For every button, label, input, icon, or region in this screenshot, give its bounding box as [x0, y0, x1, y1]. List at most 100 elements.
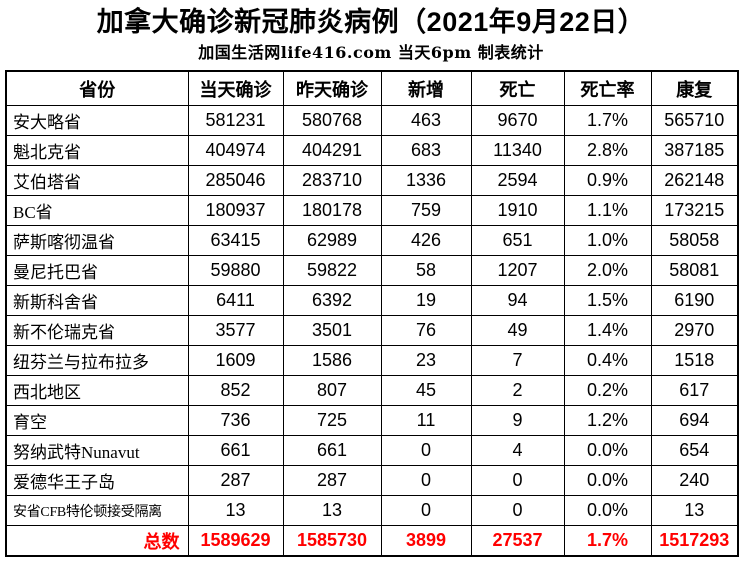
- value-cell: 0: [380, 495, 472, 526]
- value-cell: 2.8%: [563, 135, 652, 166]
- value-cell: 58: [380, 255, 472, 286]
- value-cell: 11: [380, 405, 472, 436]
- value-cell: 23: [380, 345, 472, 376]
- column-header: 新增: [380, 70, 472, 106]
- value-cell: 283710: [282, 165, 382, 196]
- value-cell: 9: [470, 405, 565, 436]
- value-cell: 6190: [650, 285, 739, 316]
- column-header: 死亡: [470, 70, 565, 106]
- value-cell: 1.1%: [563, 195, 652, 226]
- table-row: 努纳武特Nunavut 661 661 0 4 0.0% 654: [5, 435, 739, 466]
- value-cell: 654: [650, 435, 739, 466]
- province-cell: 新斯科舍省: [5, 285, 189, 316]
- value-cell: 0: [470, 465, 565, 496]
- value-cell: 0.0%: [563, 465, 652, 496]
- table-row: 育空 736 725 11 9 1.2% 694: [5, 405, 739, 436]
- value-cell: 13: [650, 495, 739, 526]
- value-cell: 0.2%: [563, 375, 652, 406]
- province-cell: 努纳武特Nunavut: [5, 435, 189, 466]
- value-cell: 387185: [650, 135, 739, 166]
- value-cell: 1518: [650, 345, 739, 376]
- table-body: 安大略省 581231 580768 463 9670 1.7% 565710 魁北克省 404…: [5, 105, 739, 557]
- province-cell: 安大略省: [5, 105, 189, 136]
- value-cell: 62989: [282, 225, 382, 256]
- value-cell: 661: [187, 435, 284, 466]
- totals-value-cell: 27537: [470, 525, 565, 557]
- value-cell: 565710: [650, 105, 739, 136]
- value-cell: 49: [470, 315, 565, 346]
- value-cell: 287: [282, 465, 382, 496]
- value-cell: 2970: [650, 315, 739, 346]
- value-cell: 426: [380, 225, 472, 256]
- table-row: 安省CFB特伦顿接受隔离 13 13 0 0 0.0% 13: [5, 495, 739, 526]
- value-cell: 94: [470, 285, 565, 316]
- value-cell: 3501: [282, 315, 382, 346]
- province-cell: 纽芬兰与拉布拉多: [5, 345, 189, 376]
- province-cell: 西北地区: [5, 375, 189, 406]
- value-cell: 1.4%: [563, 315, 652, 346]
- value-cell: 1586: [282, 345, 382, 376]
- table-row: 萨斯喀彻温省 63415 62989 426 651 1.0% 58058: [5, 225, 739, 256]
- value-cell: 1207: [470, 255, 565, 286]
- value-cell: 287: [187, 465, 284, 496]
- column-header: 康复: [650, 70, 739, 106]
- table-row: 艾伯塔省 285046 283710 1336 2594 0.9% 262148: [5, 165, 739, 196]
- province-cell: 爱德华王子岛: [5, 465, 189, 496]
- value-cell: 0: [380, 435, 472, 466]
- value-cell: 9670: [470, 105, 565, 136]
- totals-value-cell: 3899: [380, 525, 472, 557]
- province-cell: 魁北克省: [5, 135, 189, 166]
- value-cell: 617: [650, 375, 739, 406]
- value-cell: 1609: [187, 345, 284, 376]
- value-cell: 4: [470, 435, 565, 466]
- table-header-row: 省份 当天确诊 昨天确诊 新增 死亡 死亡率 康复: [5, 70, 739, 106]
- value-cell: 6411: [187, 285, 284, 316]
- value-cell: 7: [470, 345, 565, 376]
- province-cell: 新不伦瑞克省: [5, 315, 189, 346]
- value-cell: 2: [470, 375, 565, 406]
- province-cell: 安省CFB特伦顿接受隔离: [5, 495, 189, 526]
- column-header: 死亡率: [563, 70, 652, 106]
- totals-label: 总数: [5, 525, 189, 557]
- value-cell: 58058: [650, 225, 739, 256]
- value-cell: 6392: [282, 285, 382, 316]
- value-cell: 852: [187, 375, 284, 406]
- value-cell: 581231: [187, 105, 284, 136]
- value-cell: 2.0%: [563, 255, 652, 286]
- covid-cases-table: 省份 当天确诊 昨天确诊 新增 死亡 死亡率 康复 安大略省 581231 580768 4 63 9…: [5, 70, 739, 557]
- value-cell: 2594: [470, 165, 565, 196]
- value-cell: 1.7%: [563, 105, 652, 136]
- value-cell: 0.4%: [563, 345, 652, 376]
- column-header: 昨天确诊: [282, 70, 382, 106]
- value-cell: 1.0%: [563, 225, 652, 256]
- table-row: 西北地区 852 807 45 2 0.2% 617: [5, 375, 739, 406]
- value-cell: 0: [470, 495, 565, 526]
- table-row: 新不伦瑞克省 3577 3501 76 49 1.4% 2970: [5, 315, 739, 346]
- value-cell: 0: [380, 465, 472, 496]
- value-cell: 173215: [650, 195, 739, 226]
- totals-value-cell: 1517293: [650, 525, 739, 557]
- value-cell: 0.0%: [563, 435, 652, 466]
- province-cell: BC省: [5, 195, 189, 226]
- column-header: 当天确诊: [187, 70, 284, 106]
- value-cell: 3577: [187, 315, 284, 346]
- value-cell: 0.9%: [563, 165, 652, 196]
- totals-value-cell: 1589629: [187, 525, 284, 557]
- table-row: 纽芬兰与拉布拉多 1609 1586 23 7 0.4% 1518: [5, 345, 739, 376]
- page-subtitle: 加国生活网life416.com 当天6pm 制表统计: [198, 43, 544, 62]
- value-cell: 45: [380, 375, 472, 406]
- table-row: 爱德华王子岛 287 287 0 0 0.0% 240: [5, 465, 739, 496]
- value-cell: 13: [282, 495, 382, 526]
- value-cell: 63415: [187, 225, 284, 256]
- value-cell: 1.2%: [563, 405, 652, 436]
- province-cell: 艾伯塔省: [5, 165, 189, 196]
- value-cell: 580768: [282, 105, 382, 136]
- value-cell: 807: [282, 375, 382, 406]
- value-cell: 19: [380, 285, 472, 316]
- totals-value-cell: 1.7%: [563, 525, 652, 557]
- value-cell: 285046: [187, 165, 284, 196]
- value-cell: 180937: [187, 195, 284, 226]
- province-cell: 曼尼托巴省: [5, 255, 189, 286]
- table-row: 新斯科舍省 6411 6392 19 94 1.5% 6190: [5, 285, 739, 316]
